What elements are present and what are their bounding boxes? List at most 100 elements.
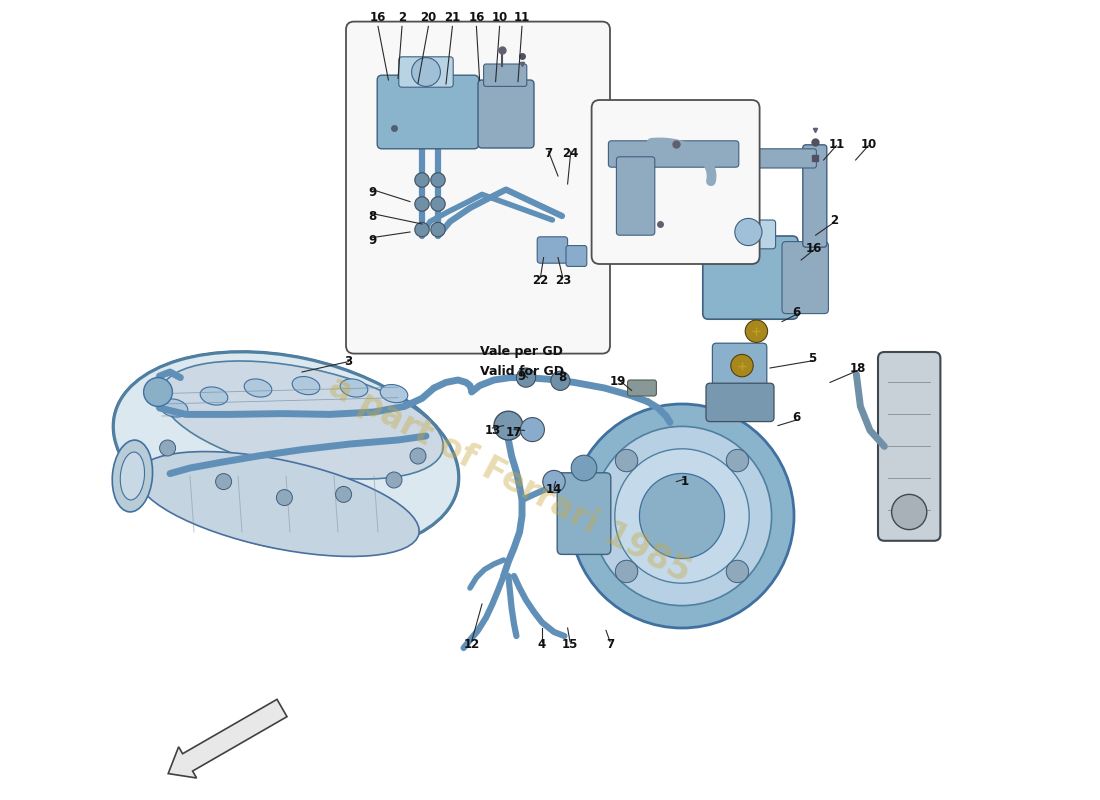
FancyBboxPatch shape xyxy=(803,145,827,247)
Circle shape xyxy=(730,354,754,377)
Circle shape xyxy=(520,418,544,442)
Circle shape xyxy=(415,222,429,237)
Text: 20: 20 xyxy=(420,11,437,24)
Text: 14: 14 xyxy=(546,483,562,496)
Text: 13: 13 xyxy=(484,424,500,437)
Ellipse shape xyxy=(120,452,144,500)
Text: 10: 10 xyxy=(860,138,877,150)
FancyBboxPatch shape xyxy=(478,80,534,148)
Circle shape xyxy=(551,371,570,390)
Circle shape xyxy=(276,490,293,506)
Ellipse shape xyxy=(161,399,188,417)
Text: 5: 5 xyxy=(808,352,816,365)
Circle shape xyxy=(415,197,429,211)
Circle shape xyxy=(411,58,440,86)
Circle shape xyxy=(431,173,446,187)
Circle shape xyxy=(615,450,638,472)
Circle shape xyxy=(726,560,749,582)
Ellipse shape xyxy=(136,451,419,557)
Text: 8: 8 xyxy=(558,371,566,384)
FancyBboxPatch shape xyxy=(377,75,478,149)
Circle shape xyxy=(571,455,597,481)
Text: 4: 4 xyxy=(538,638,546,650)
Circle shape xyxy=(892,494,927,530)
Circle shape xyxy=(216,474,232,490)
Text: 17: 17 xyxy=(506,426,522,438)
Text: 9: 9 xyxy=(368,186,376,198)
Circle shape xyxy=(386,472,402,488)
FancyBboxPatch shape xyxy=(592,100,760,264)
FancyArrow shape xyxy=(168,699,287,778)
Text: 6: 6 xyxy=(792,411,801,424)
Circle shape xyxy=(639,474,725,558)
Text: Vale per GD: Vale per GD xyxy=(480,346,562,358)
FancyBboxPatch shape xyxy=(878,352,940,541)
FancyBboxPatch shape xyxy=(754,149,816,168)
Text: 22: 22 xyxy=(532,274,549,286)
FancyBboxPatch shape xyxy=(782,242,828,314)
Circle shape xyxy=(570,404,794,628)
Text: 16: 16 xyxy=(806,242,822,254)
Ellipse shape xyxy=(161,361,443,479)
Ellipse shape xyxy=(112,351,460,553)
Text: 9: 9 xyxy=(518,370,526,382)
FancyBboxPatch shape xyxy=(346,22,610,354)
Text: 10: 10 xyxy=(492,11,508,24)
FancyBboxPatch shape xyxy=(558,473,611,554)
Circle shape xyxy=(160,440,176,456)
FancyBboxPatch shape xyxy=(608,141,739,167)
Circle shape xyxy=(516,368,536,387)
Text: 11: 11 xyxy=(828,138,845,150)
Text: 2: 2 xyxy=(398,11,406,24)
Text: 2: 2 xyxy=(829,214,838,226)
Circle shape xyxy=(431,197,446,211)
Text: 19: 19 xyxy=(609,375,626,388)
Text: 7: 7 xyxy=(544,147,552,160)
FancyBboxPatch shape xyxy=(706,383,774,422)
Circle shape xyxy=(735,218,762,246)
Ellipse shape xyxy=(293,377,320,394)
Text: 8: 8 xyxy=(368,210,376,222)
Text: 11: 11 xyxy=(514,11,530,24)
Circle shape xyxy=(144,378,173,406)
Ellipse shape xyxy=(381,385,408,402)
Text: 21: 21 xyxy=(444,11,461,24)
Ellipse shape xyxy=(112,440,153,512)
Text: a part of Ferrari 1985: a part of Ferrari 1985 xyxy=(323,370,696,590)
Circle shape xyxy=(336,486,352,502)
FancyBboxPatch shape xyxy=(713,343,767,390)
Text: Valid for GD: Valid for GD xyxy=(480,365,563,378)
FancyBboxPatch shape xyxy=(722,220,776,249)
FancyBboxPatch shape xyxy=(399,57,453,87)
FancyBboxPatch shape xyxy=(703,236,798,319)
FancyBboxPatch shape xyxy=(484,64,527,86)
Circle shape xyxy=(745,320,768,342)
Text: 18: 18 xyxy=(850,362,866,374)
Circle shape xyxy=(726,450,749,472)
Text: 15: 15 xyxy=(562,638,579,650)
Circle shape xyxy=(593,426,771,606)
Text: 24: 24 xyxy=(562,147,579,160)
Ellipse shape xyxy=(200,387,228,405)
Ellipse shape xyxy=(244,379,272,397)
Circle shape xyxy=(542,470,565,493)
Text: 9: 9 xyxy=(368,234,376,246)
FancyBboxPatch shape xyxy=(616,157,654,235)
FancyBboxPatch shape xyxy=(537,237,568,263)
Circle shape xyxy=(615,560,638,582)
Text: 23: 23 xyxy=(554,274,571,286)
FancyBboxPatch shape xyxy=(628,380,657,396)
Circle shape xyxy=(415,173,429,187)
Text: 12: 12 xyxy=(463,638,480,650)
Circle shape xyxy=(410,448,426,464)
Circle shape xyxy=(615,449,749,583)
Text: 6: 6 xyxy=(792,306,801,318)
Ellipse shape xyxy=(340,379,367,397)
Circle shape xyxy=(494,411,522,440)
Circle shape xyxy=(431,222,446,237)
Text: 7: 7 xyxy=(606,638,614,650)
Text: 16: 16 xyxy=(469,11,485,24)
Text: 16: 16 xyxy=(370,11,386,24)
Text: 3: 3 xyxy=(344,355,352,368)
Text: 1: 1 xyxy=(680,475,689,488)
